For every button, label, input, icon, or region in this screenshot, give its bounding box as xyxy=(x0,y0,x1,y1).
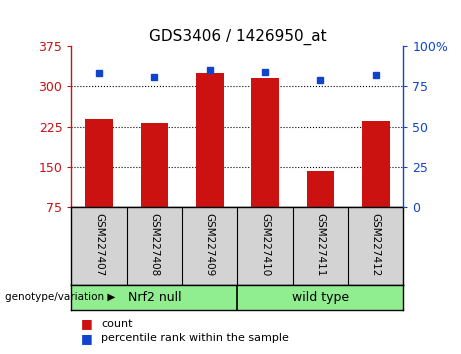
Bar xyxy=(307,171,334,207)
Text: ■: ■ xyxy=(81,318,92,330)
Bar xyxy=(85,119,113,207)
Text: GSM227409: GSM227409 xyxy=(205,213,215,276)
Text: percentile rank within the sample: percentile rank within the sample xyxy=(101,333,290,343)
Text: GSM227412: GSM227412 xyxy=(371,213,381,277)
Bar xyxy=(196,73,224,207)
Text: ■: ■ xyxy=(81,332,92,344)
Text: GSM227408: GSM227408 xyxy=(149,213,160,276)
Text: Nrf2 null: Nrf2 null xyxy=(128,291,181,304)
Text: count: count xyxy=(101,319,133,329)
Title: GDS3406 / 1426950_at: GDS3406 / 1426950_at xyxy=(148,28,326,45)
Text: wild type: wild type xyxy=(292,291,349,304)
Bar xyxy=(141,123,168,207)
Text: GSM227411: GSM227411 xyxy=(315,213,325,277)
Bar xyxy=(362,121,390,207)
Text: GSM227407: GSM227407 xyxy=(94,213,104,276)
Bar xyxy=(251,78,279,207)
Text: genotype/variation ▶: genotype/variation ▶ xyxy=(5,292,115,302)
Text: GSM227410: GSM227410 xyxy=(260,213,270,276)
